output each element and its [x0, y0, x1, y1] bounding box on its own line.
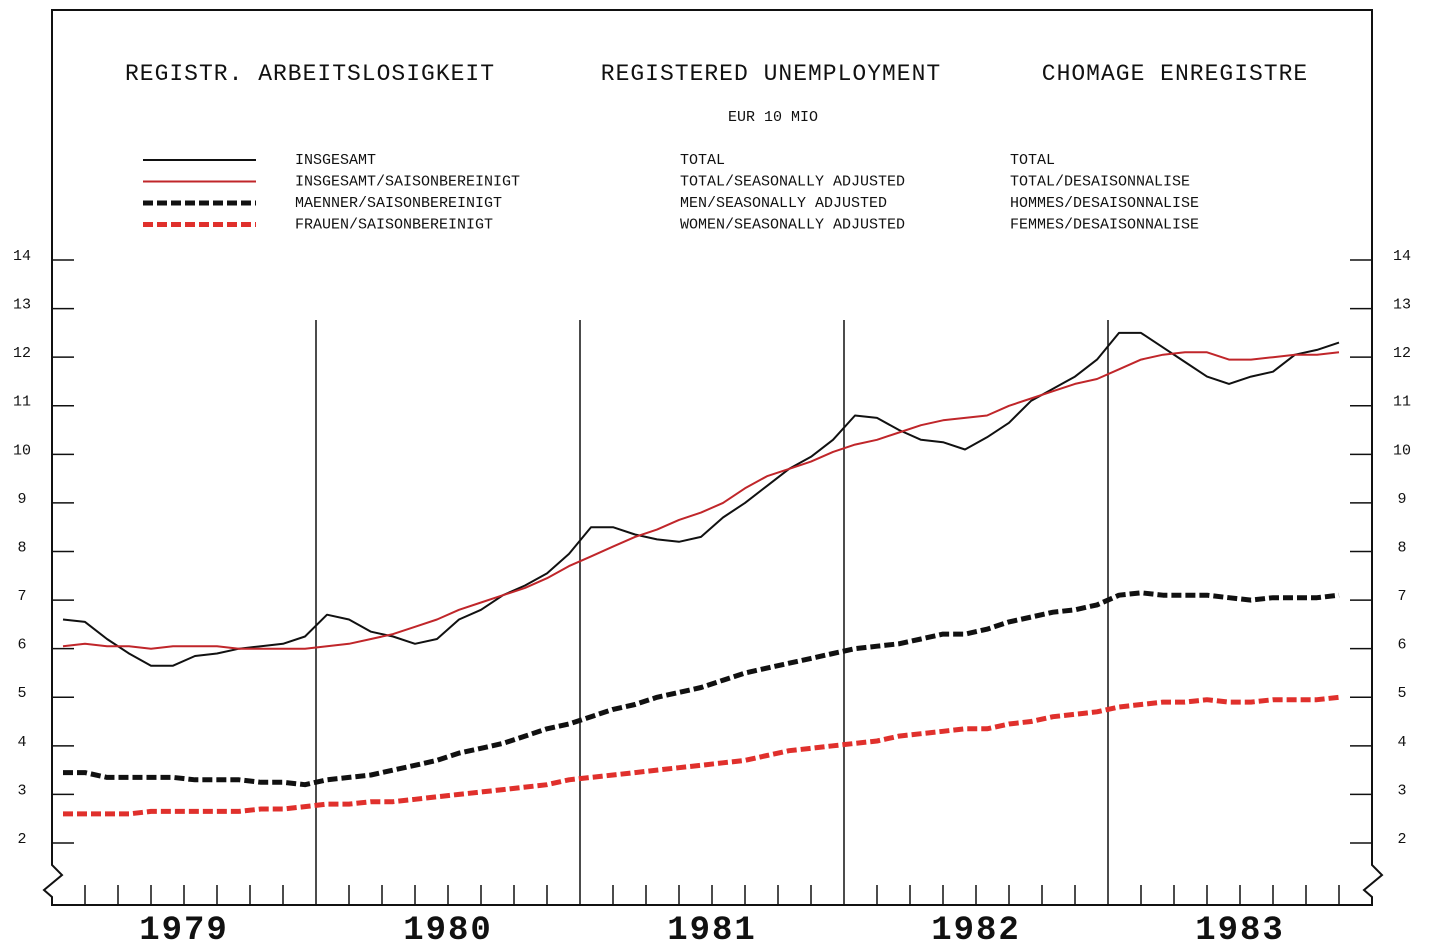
- series-line: [62, 331, 1340, 667]
- x-year-label: 1979: [139, 912, 229, 950]
- y-tick-label: 9: [1397, 491, 1406, 508]
- legend-label: TOTAL: [680, 152, 725, 169]
- y-tick-label: 14: [13, 248, 31, 265]
- y-tick-label: 5: [17, 685, 26, 702]
- x-year-label: 1983: [1195, 912, 1285, 950]
- x-year-label: 1980: [403, 912, 493, 950]
- chart-title: CHOMAGE ENREGISTRE: [1042, 61, 1308, 87]
- series-line: [63, 590, 1340, 788]
- y-tick-label: 6: [17, 637, 26, 654]
- y-tick-label: 7: [1397, 588, 1406, 605]
- y-tick-label: 10: [13, 442, 31, 459]
- legend-label: HOMMES/DESAISONNALISE: [1010, 195, 1199, 212]
- legend-label: INSGESAMT/SAISONBEREINIGT: [295, 173, 520, 190]
- y-tick-label: 10: [1393, 442, 1411, 459]
- y-tick-label: 6: [1397, 637, 1406, 654]
- legend-label: FEMMES/DESAISONNALISE: [1010, 216, 1199, 233]
- legend-label: TOTAL/DESAISONNALISE: [1010, 173, 1190, 190]
- y-tick-label: 12: [1393, 345, 1411, 362]
- y-tick-label: 3: [17, 782, 26, 799]
- y-tick-label: 2: [1397, 831, 1406, 848]
- y-tick-label: 4: [1397, 734, 1406, 751]
- y-tick-label: 13: [1393, 297, 1411, 314]
- subtitle: EUR 10 MIO: [728, 109, 818, 126]
- legend-label: TOTAL/SEASONALLY ADJUSTED: [680, 173, 905, 190]
- legend-label: MAENNER/SAISONBEREINIGT: [295, 195, 502, 212]
- y-tick-label: 11: [1393, 394, 1411, 411]
- chart-title: REGISTR. ARBEITSLOSIGKEIT: [125, 61, 495, 87]
- series-line: [63, 694, 1340, 817]
- legend-label: FRAUEN/SAISONBEREINIGT: [295, 216, 493, 233]
- x-year-label: 1982: [931, 912, 1021, 950]
- y-tick-label: 14: [1393, 248, 1411, 265]
- y-tick-label: 9: [17, 491, 26, 508]
- y-tick-label: 2: [17, 831, 26, 848]
- y-tick-label: 5: [1397, 685, 1406, 702]
- y-tick-label: 13: [13, 297, 31, 314]
- legend-label: WOMEN/SEASONALLY ADJUSTED: [680, 216, 905, 233]
- series-line: [62, 351, 1340, 650]
- legend-label: TOTAL: [1010, 152, 1055, 169]
- y-tick-label: 8: [17, 539, 26, 556]
- y-tick-label: 8: [1397, 539, 1406, 556]
- y-tick-label: 7: [17, 588, 26, 605]
- y-tick-label: 4: [17, 734, 26, 751]
- legend-label: INSGESAMT: [295, 152, 376, 169]
- y-tick-label: 11: [13, 394, 31, 411]
- chart-title: REGISTERED UNEMPLOYMENT: [601, 61, 941, 87]
- x-year-label: 1981: [667, 912, 757, 950]
- frame: [42, 9, 1384, 906]
- y-tick-label: 3: [1397, 782, 1406, 799]
- legend-label: MEN/SEASONALLY ADJUSTED: [680, 195, 887, 212]
- y-tick-label: 12: [13, 345, 31, 362]
